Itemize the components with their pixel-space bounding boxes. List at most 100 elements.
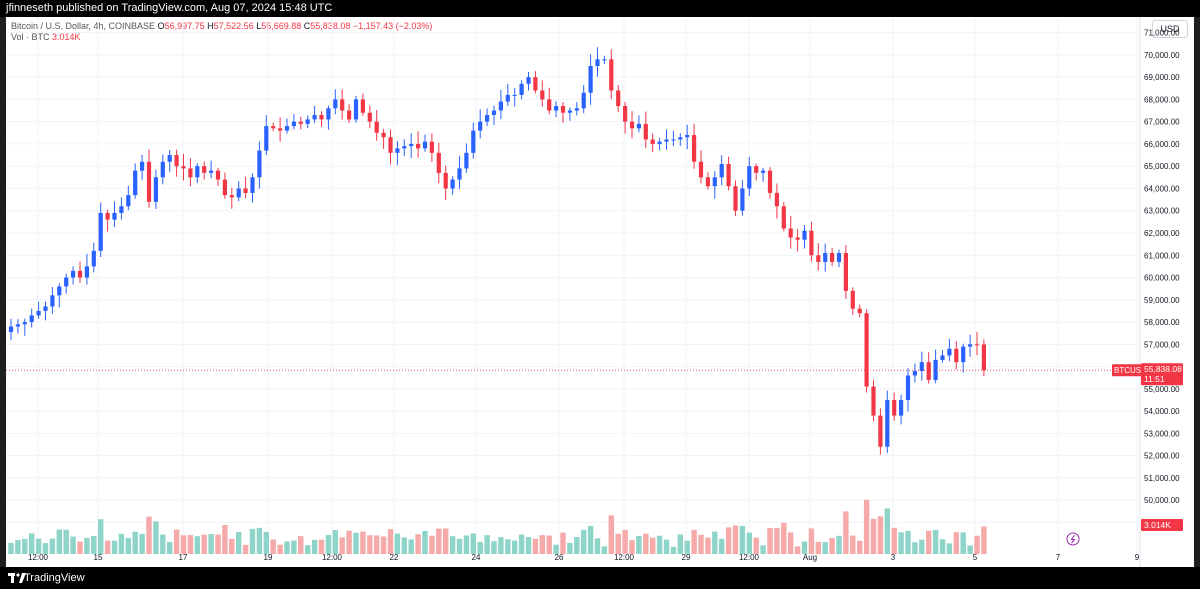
candle-body bbox=[50, 295, 55, 307]
volume-bar bbox=[539, 535, 545, 554]
candle-body bbox=[84, 266, 89, 278]
candle-body bbox=[381, 132, 386, 138]
candle-body bbox=[892, 399, 897, 416]
candle-body bbox=[471, 130, 476, 153]
candle-body bbox=[319, 114, 324, 120]
y-tick-label: 55,000.00 bbox=[1144, 385, 1180, 394]
volume-bar bbox=[91, 536, 97, 554]
volume-bar bbox=[229, 538, 235, 554]
chart-panel[interactable]: Bitcoin / U.S. Dollar, 4h, COINBASE O56,… bbox=[6, 17, 1194, 567]
price-chart[interactable]: 49,000.0050,000.0051,000.0052,000.0053,0… bbox=[6, 17, 1194, 567]
volume-bar bbox=[215, 534, 221, 554]
publisher-text: jfinneseth published on TradingView.com,… bbox=[6, 2, 333, 14]
candle-body bbox=[698, 161, 704, 178]
volume-bar bbox=[967, 545, 973, 554]
y-tick-label: 71,000.00 bbox=[1144, 29, 1180, 38]
volume-bar bbox=[42, 543, 49, 554]
volume-bar bbox=[877, 516, 884, 554]
y-tick-label: 66,000.00 bbox=[1144, 140, 1180, 149]
time-axis: 12:00 15 17 19 12:00 22 24 26 12:00 29 12:00 Aug 3 5 7… bbox=[28, 553, 1140, 562]
volume-bar bbox=[394, 533, 401, 554]
volume-bar bbox=[919, 539, 925, 554]
volume-bar bbox=[719, 538, 725, 554]
candle-body bbox=[491, 110, 497, 115]
candle-body bbox=[478, 121, 483, 131]
volume-bar bbox=[443, 528, 449, 554]
volume-bar bbox=[808, 528, 815, 554]
x-tick-label: 12:00 bbox=[322, 553, 343, 562]
x-tick-label: 26 bbox=[555, 553, 564, 562]
candle-body bbox=[850, 290, 855, 309]
candle-body bbox=[174, 155, 179, 167]
volume-bar bbox=[712, 531, 718, 554]
currency-button[interactable]: USD bbox=[1152, 20, 1188, 38]
candle-body bbox=[305, 119, 310, 124]
volume-bar bbox=[512, 540, 518, 554]
candle-body bbox=[809, 230, 814, 256]
candle-body bbox=[788, 228, 793, 238]
lightning-icon[interactable] bbox=[1066, 532, 1080, 546]
grid-lines bbox=[6, 17, 1139, 560]
candle-body bbox=[864, 313, 869, 387]
volume-bar bbox=[422, 530, 428, 554]
candle-body bbox=[823, 253, 828, 262]
candle-body bbox=[264, 126, 269, 151]
volume-bar bbox=[926, 530, 932, 554]
volume-bar bbox=[518, 534, 525, 554]
candle-body bbox=[450, 179, 455, 189]
candle-body bbox=[754, 166, 759, 173]
candle-body bbox=[202, 166, 207, 173]
candle-body bbox=[733, 186, 738, 211]
volume-bar bbox=[601, 546, 608, 554]
candle-body bbox=[160, 161, 165, 178]
volume-bar bbox=[187, 535, 194, 554]
candle-body bbox=[402, 146, 407, 149]
volume-bar bbox=[98, 519, 104, 554]
volume-bar bbox=[104, 540, 111, 554]
legend: Bitcoin / U.S. Dollar, 4h, COINBASE O56,… bbox=[11, 21, 432, 43]
volume-bar bbox=[829, 538, 835, 554]
volume-bar bbox=[242, 544, 249, 554]
volume-bar bbox=[201, 534, 207, 554]
volume-bar bbox=[705, 537, 711, 554]
volume-bar bbox=[698, 534, 704, 554]
volume-bar bbox=[277, 544, 283, 554]
candle-body bbox=[271, 126, 276, 129]
volume-bar bbox=[587, 525, 594, 554]
candle-body bbox=[981, 344, 986, 371]
candle-body bbox=[802, 230, 807, 240]
open-value: 56,997.75 bbox=[164, 21, 205, 31]
candle-body bbox=[443, 172, 448, 189]
candle-body bbox=[547, 99, 552, 111]
volume-value: 3.014K bbox=[52, 32, 81, 42]
volume-bar bbox=[429, 535, 435, 554]
volume-bar bbox=[325, 534, 332, 554]
ohlc-legend-row: Bitcoin / U.S. Dollar, 4h, COINBASE O56,… bbox=[11, 21, 432, 32]
y-tick-label: 68,000.00 bbox=[1144, 95, 1180, 104]
volume-bar bbox=[650, 537, 656, 554]
volume-bar bbox=[270, 539, 276, 554]
volume-bar bbox=[222, 525, 228, 554]
candle-body bbox=[533, 77, 538, 91]
candle-body bbox=[747, 166, 752, 189]
candle-body bbox=[961, 346, 966, 363]
candle-body bbox=[933, 359, 938, 380]
candle-body bbox=[954, 348, 959, 363]
candle-body bbox=[57, 286, 62, 296]
symbol-description: Bitcoin / U.S. Dollar, 4h, COINBASE bbox=[11, 21, 156, 31]
volume-bar bbox=[298, 536, 304, 554]
volume-bar bbox=[857, 540, 863, 554]
volume-bar bbox=[305, 545, 311, 554]
volume-bar bbox=[960, 532, 966, 554]
candle-body bbox=[153, 177, 158, 202]
volume-bar bbox=[974, 535, 980, 554]
volume-bar bbox=[49, 538, 56, 554]
x-tick-label: 29 bbox=[682, 553, 691, 562]
volume-badge: 3.014K bbox=[1141, 519, 1183, 531]
volume-bar bbox=[29, 533, 35, 554]
x-tick-label: 7 bbox=[1056, 553, 1061, 562]
volume-label: Vol · BTC bbox=[11, 32, 50, 42]
candle-body bbox=[560, 106, 566, 113]
y-tick-label: 52,000.00 bbox=[1144, 452, 1180, 461]
candle-body bbox=[333, 99, 338, 109]
